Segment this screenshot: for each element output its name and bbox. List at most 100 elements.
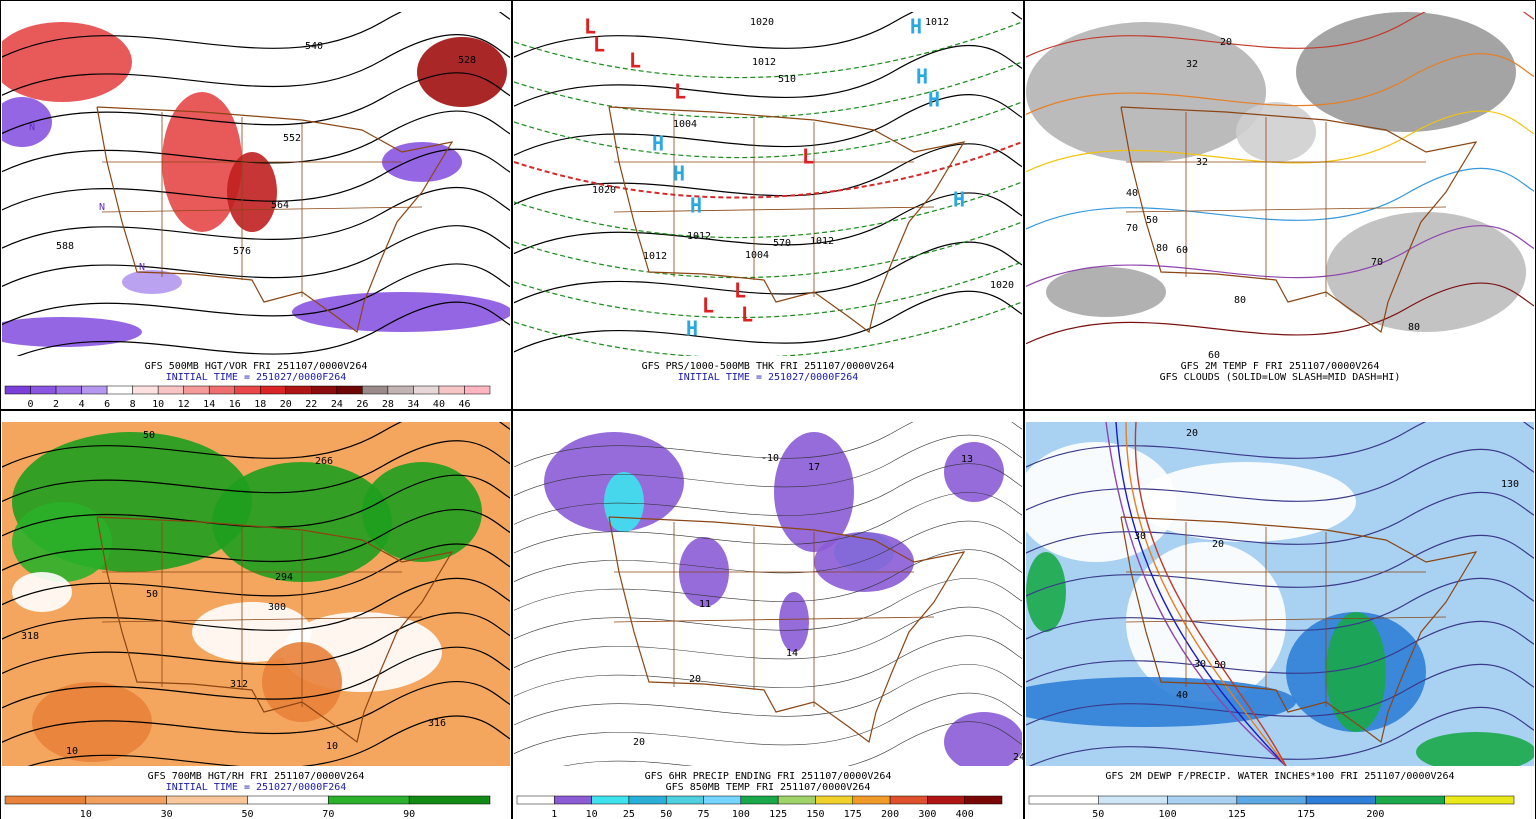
shaded-area — [2, 22, 132, 102]
contour — [1026, 491, 1534, 554]
state-line — [101, 616, 423, 623]
map-label: 50 — [143, 430, 155, 441]
map-label: 294 — [275, 572, 293, 583]
map-label: 60 — [1208, 350, 1220, 361]
map-label: 17 — [808, 462, 820, 473]
state-line — [613, 616, 935, 623]
contour — [2, 148, 510, 211]
shaded-area — [362, 462, 482, 562]
contour — [2, 612, 510, 675]
map-label: 1012 — [752, 57, 776, 68]
colorbar-label: 125 — [1228, 809, 1246, 819]
contour — [1026, 110, 1534, 173]
caption: GFS CLOUDS (SOLID=LOW SLASH=MID DASH=HI) — [1160, 372, 1401, 383]
colorbar-box — [208, 385, 235, 395]
dewpoint-contour — [1125, 422, 1287, 766]
contour — [514, 192, 1022, 255]
colorbar-box — [1028, 795, 1099, 805]
colorbar-box — [234, 385, 261, 395]
colorbar-label: 125 — [769, 809, 787, 819]
colorbar-box — [81, 385, 108, 395]
colorbar-label: 28 — [382, 399, 394, 410]
map-label: N — [99, 202, 105, 213]
map-label: H — [916, 65, 928, 89]
colorbar-box — [591, 795, 630, 805]
shaded-area — [2, 97, 52, 147]
contour — [2, 225, 510, 288]
contour — [2, 186, 510, 249]
map-label: 70 — [1126, 223, 1138, 234]
map-label: 540 — [305, 41, 323, 52]
map-label: N — [139, 262, 145, 273]
map-label: 60 — [1176, 245, 1188, 256]
contour — [514, 241, 1022, 304]
shaded-area — [292, 292, 510, 332]
dewpoint-contour — [1115, 422, 1287, 766]
map-label: L — [802, 145, 814, 169]
colorbar-label: 40 — [433, 399, 445, 410]
panel: 318 312 300 294 10 50 10 316 266 50 GFS 700MB HGT/… — [0, 410, 512, 819]
map — [2, 12, 510, 356]
map-label: 20 — [633, 737, 645, 748]
panel: 540 528 552 564 576 588 N N N GFS 500MB HGT/VOR F… — [0, 0, 512, 410]
map-label: H — [673, 162, 685, 186]
border — [1120, 516, 1478, 744]
map-label: 1012 — [810, 236, 834, 247]
map-label: 80 — [1408, 322, 1420, 333]
thickness-contour — [514, 261, 1022, 319]
caption: GFS 850MB TEMP FRI 251107/0000V264 — [666, 782, 871, 793]
map-label: 50 — [1214, 660, 1226, 671]
panel-frame — [0, 410, 512, 819]
map-label: 570 — [773, 238, 791, 249]
contour — [514, 578, 1022, 640]
colorbar-box — [166, 795, 248, 805]
contour — [1026, 53, 1534, 116]
contour — [1026, 620, 1534, 683]
colorbar-label: 20 — [280, 399, 292, 410]
contour — [1026, 225, 1534, 288]
dewpoint-contour — [1105, 422, 1287, 766]
map — [1026, 422, 1534, 766]
shaded-area — [774, 432, 854, 552]
contour — [2, 440, 510, 503]
colorbar-label: 400 — [956, 809, 974, 819]
map-label: 32 — [1196, 157, 1208, 168]
colorbar-label: 75 — [698, 809, 710, 819]
contour — [27, 715, 510, 766]
map-label: 576 — [233, 246, 251, 257]
shaded-area — [944, 442, 1004, 502]
contour — [2, 34, 510, 97]
map-label: 40 — [1176, 690, 1188, 701]
contour — [514, 12, 1022, 58]
map-label: 510 — [778, 74, 796, 85]
colorbar-box — [1305, 795, 1376, 805]
colorbar-box — [777, 795, 816, 805]
caption: INITIAL TIME = 251027/0000F264 — [166, 372, 347, 383]
caption: GFS PRS/1000-500MB THK FRI 251107/0000V2… — [642, 361, 895, 372]
map-label: 1004 — [745, 250, 769, 261]
map-label: L — [734, 279, 746, 303]
colorbar-label: 150 — [806, 809, 824, 819]
colorbar-box — [413, 385, 440, 395]
colorbar-box — [183, 385, 210, 395]
contour — [1026, 167, 1534, 230]
shaded-area — [1326, 612, 1386, 732]
thickness-contour — [514, 301, 1022, 356]
shaded-area — [12, 572, 72, 612]
shaded-area — [1026, 552, 1066, 632]
colorbar-label: 50 — [660, 809, 672, 819]
dewpoint-contour — [1134, 422, 1287, 766]
map-label: N — [29, 122, 35, 133]
colorbar-box — [387, 385, 414, 395]
shaded-area — [2, 317, 142, 347]
contour — [1026, 534, 1534, 597]
map-label: 1020 — [592, 185, 616, 196]
colorbar-label: 24 — [331, 399, 343, 410]
colorbar-label: 200 — [1366, 809, 1384, 819]
contour — [1029, 706, 1534, 766]
colorbar-box — [516, 795, 555, 805]
map-label: 1004 — [673, 119, 697, 130]
contour — [514, 143, 1022, 206]
contour — [514, 492, 1022, 554]
colorbar-label: 2 — [53, 399, 59, 410]
